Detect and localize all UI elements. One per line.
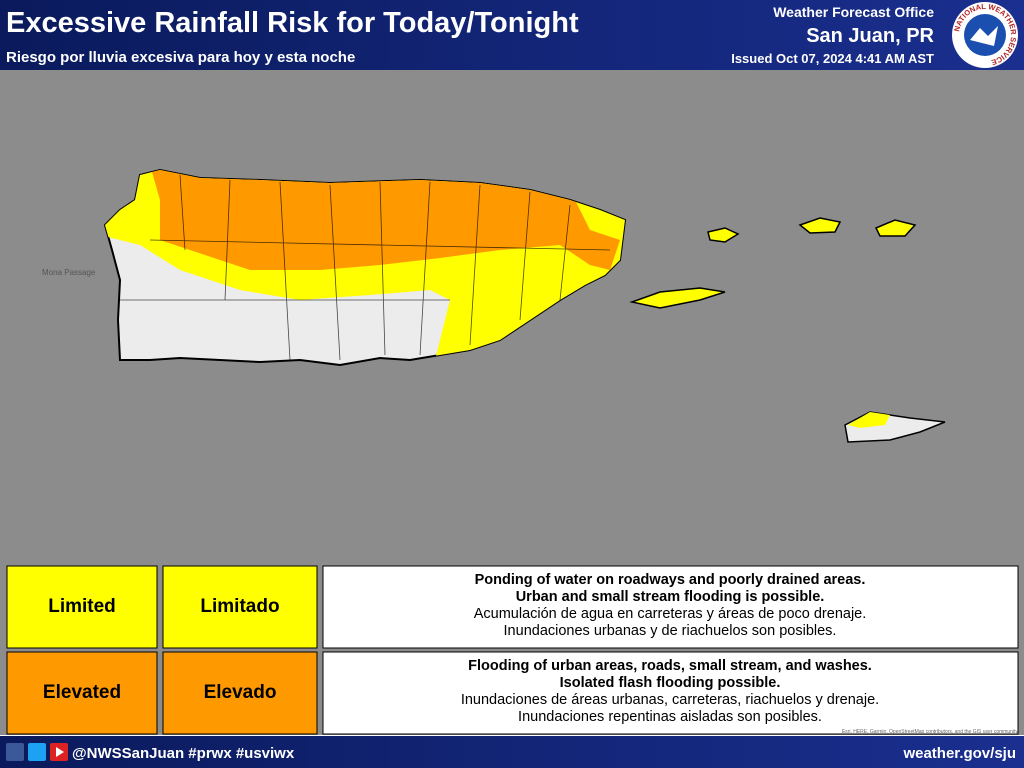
legend-level-es: Elevado <box>204 682 277 703</box>
legend-level-es: Limitado <box>200 596 279 617</box>
issued: Issued Oct 07, 2024 4:41 AM AST <box>731 51 934 66</box>
attribution: Esri, HERE, Garmin, OpenStreetMap contri… <box>842 729 1019 735</box>
social-icons <box>6 743 68 761</box>
legend-level-en: Elevated <box>43 682 121 703</box>
legend-description-bold: Flooding of urban areas, roads, small st… <box>468 658 872 674</box>
nws-logo: NATIONAL WEATHER SERVICE <box>952 2 1018 68</box>
islands <box>629 217 946 443</box>
location: San Juan, PR <box>806 25 934 47</box>
elevated-area <box>150 170 620 270</box>
footer-handle: @NWSSanJuan #prwx #usviwx <box>72 745 295 762</box>
legend-description: Inundaciones de áreas urbanas, carretera… <box>461 692 879 708</box>
legend-swatch <box>162 565 318 649</box>
legend-description: Acumulación de agua en carreteras y área… <box>474 606 867 622</box>
legend-level-en: Limited <box>48 596 116 617</box>
legend-swatch <box>162 651 318 735</box>
legend-description: Inundaciones urbanas y de riachuelos son… <box>504 623 837 639</box>
legend-swatch <box>6 651 158 735</box>
subtitle: Riesgo por lluvia excesiva para hoy y es… <box>6 49 355 66</box>
legend-description: Inundaciones repentinas aisladas son pos… <box>518 709 822 725</box>
map-label: Mona Passage <box>42 268 96 277</box>
footer-bar <box>0 736 1024 768</box>
legend-description-bold: Urban and small stream flooding is possi… <box>516 589 825 605</box>
title: Excessive Rainfall Risk for Today/Tonigh… <box>6 7 579 39</box>
legend: Limited Limitado Ponding of water on roadw… <box>6 565 1019 735</box>
legend-description-bold: Ponding of water on roadways and poorly … <box>475 572 866 588</box>
legend-swatch <box>6 565 158 649</box>
legend-description-bold: Isolated flash flooding possible. <box>560 675 781 691</box>
office: Weather Forecast Office <box>773 4 934 20</box>
legend-description-box <box>322 651 1019 735</box>
header-bar <box>0 0 1024 70</box>
legend-description-box <box>322 565 1019 649</box>
puerto-rico <box>103 168 627 367</box>
footer-website: weather.gov/sju <box>902 745 1016 762</box>
